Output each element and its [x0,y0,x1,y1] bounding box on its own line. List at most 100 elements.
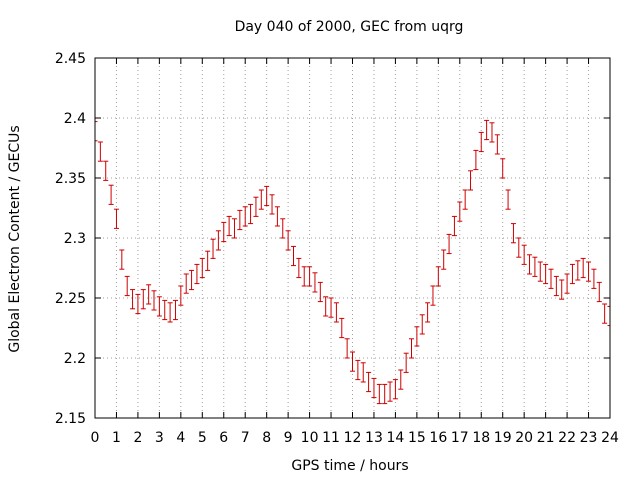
data-point [575,260,581,281]
data-point [264,185,270,207]
data-point [591,268,597,289]
data-point [328,297,334,318]
y-tick-label: 2.45 [55,51,86,67]
y-tick-label: 2.4 [64,111,86,127]
x-tick-label: 6 [219,430,228,446]
data-point [602,303,608,324]
data-point [564,273,570,294]
grid-lines [95,58,610,418]
data-point [162,299,168,321]
data-point [468,170,474,191]
x-tick-label: 0 [91,430,100,446]
data-point [301,266,307,287]
data-point [484,119,490,141]
data-point [205,250,211,271]
data-point [269,194,275,215]
data-point [527,254,533,275]
data-point [119,249,125,270]
data-point [392,379,398,400]
y-tick-labels: 2.15 2.2 2.25 2.3 2.35 2.4 2.45 [55,51,610,427]
x-tick-label: 17 [451,430,469,446]
data-point [189,269,195,291]
data-point [226,215,232,237]
data-point [559,279,565,300]
data-point [457,201,463,222]
data-point [167,302,173,323]
data-point [97,141,103,162]
data-point [409,338,415,359]
data-point [146,284,152,305]
x-tick-label: 23 [580,430,598,446]
data-point [221,221,227,243]
x-tick-label: 2 [133,430,142,446]
data-point [140,289,146,310]
data-point [376,383,382,405]
data-point [135,293,141,315]
y-tick-label: 2.15 [55,411,86,427]
x-tick-label: 10 [301,430,319,446]
data-point [489,122,495,143]
x-tick-label: 21 [537,430,555,446]
data-point [307,266,313,287]
chart-title: Day 040 of 2000, GEC from uqrg [235,19,464,35]
x-tick-label: 1 [112,430,121,446]
data-point [548,268,554,289]
data-point [317,281,323,303]
data-point [242,206,248,227]
data-point [280,218,286,239]
data-point [344,338,350,359]
data-point [441,249,447,270]
data-point [553,275,559,297]
x-tick-label: 22 [558,430,576,446]
data-point [312,272,318,293]
data-point [451,215,457,237]
x-tick-label: 12 [344,430,362,446]
data-point [194,263,200,285]
x-tick-label: 16 [429,430,447,446]
x-axis-label: GPS time / hours [291,458,408,474]
data-point [398,369,404,390]
data-point [156,296,162,317]
data-point [339,317,345,339]
data-point [172,299,178,321]
data-point [403,352,409,373]
data-point [333,302,339,323]
x-tick-label: 9 [284,430,293,446]
data-point [296,257,302,279]
data-point [435,266,441,287]
data-series [94,119,611,405]
x-tick-labels: 0 1 2 3 4 5 6 7 8 9 10 11 12 13 14 15 16 17 18 19 20 21 22 23 24 [91,58,619,446]
data-point [478,131,484,153]
data-point [355,359,361,381]
x-tick-label: 18 [472,430,490,446]
data-point [494,134,500,155]
x-tick-label: 13 [365,430,383,446]
x-tick-label: 8 [262,430,271,446]
data-point [505,189,511,210]
data-point [253,196,259,217]
data-point [124,275,130,297]
y-axis-label: Global Electron Content / GECUs [7,125,23,352]
data-point [366,371,372,393]
y-tick-label: 2.25 [55,291,86,307]
data-point [215,230,221,251]
data-point [543,263,549,285]
plot-frame [94,57,611,419]
data-point [360,362,366,383]
data-point [323,296,329,317]
data-point [237,209,243,231]
data-point [350,351,355,372]
x-tick-label: 7 [241,430,250,446]
data-point [537,261,543,282]
x-tick-label: 20 [515,430,533,446]
x-tick-label: 14 [387,430,405,446]
data-point [419,314,425,335]
x-tick-label: 4 [176,430,185,446]
x-tick-label: 11 [322,430,340,446]
data-point [580,257,586,279]
data-point [430,285,436,306]
data-point [199,257,205,279]
data-point [130,289,136,310]
data-point [258,189,264,210]
